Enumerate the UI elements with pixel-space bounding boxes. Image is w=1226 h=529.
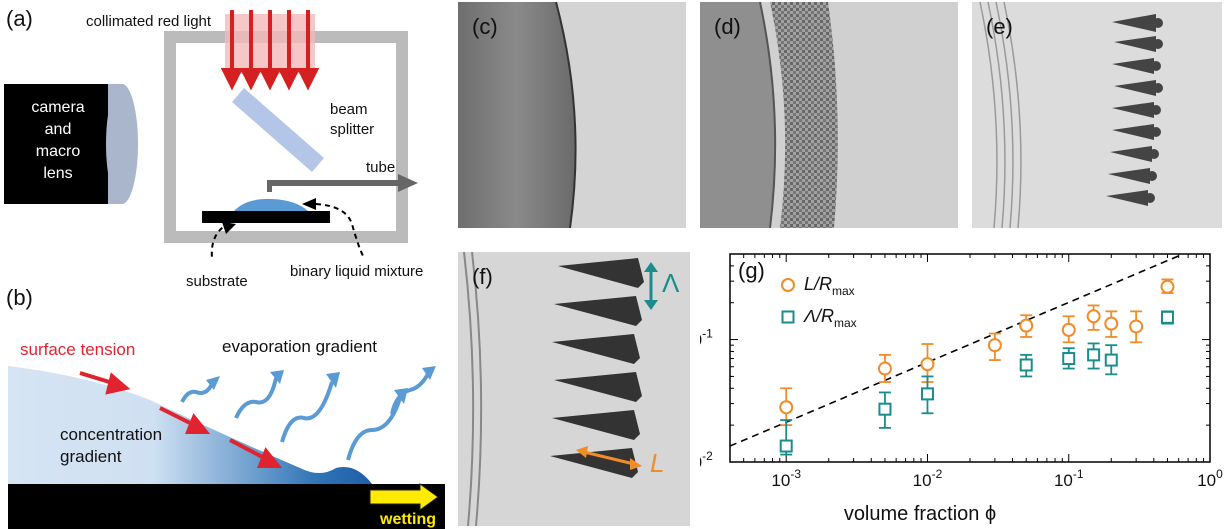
wetting-label: wetting — [379, 511, 436, 528]
data-point-L — [1129, 319, 1144, 334]
data-point-lambda — [1062, 352, 1076, 366]
camera-body — [4, 84, 112, 204]
mixture-label: binary liquid mixture — [290, 263, 423, 280]
beam-splitter — [232, 88, 324, 172]
camera-label-1: camera — [31, 99, 84, 116]
camera-label-2: and — [45, 121, 72, 138]
plot-frame — [729, 253, 1211, 463]
surface-tension-label: surface tension — [20, 340, 135, 359]
data-point-L — [920, 357, 935, 372]
tube — [270, 180, 398, 186]
splitter-label-1: beam — [330, 101, 368, 118]
y-tick-label: 10-2 — [700, 449, 713, 472]
data-point-L — [1019, 318, 1034, 333]
x-tick-label: 100 — [1197, 467, 1223, 490]
data-point-L — [1104, 316, 1119, 331]
camera-label-4: lens — [43, 165, 72, 182]
data-point-lambda — [1104, 353, 1118, 367]
concentration-label-2: gradient — [60, 447, 122, 466]
substrate — [202, 211, 330, 223]
micrograph-d — [700, 2, 958, 228]
data-point-lambda — [1087, 348, 1101, 362]
data-point-L — [1086, 309, 1101, 324]
y-tick-label: 10-1 — [700, 327, 713, 350]
panel-label-c: (c) — [472, 14, 498, 39]
wetting-arrow — [369, 483, 439, 511]
finger-dimension-chart: 10-3 10-2 10-1 100 10-2 10-1 volume fraction ϕ… — [700, 253, 1223, 525]
mixture-arrowhead — [302, 198, 316, 210]
legend-marker-L — [781, 278, 795, 292]
legend-label: Λ/Rmax — [803, 306, 857, 330]
splitter-label-2: splitter — [330, 121, 374, 138]
setup-diagram: camera and macro lens collimated red lig… — [4, 10, 423, 290]
x-tick-label: 10-2 — [913, 467, 943, 490]
data-point-L — [877, 361, 892, 376]
data-point-lambda — [1160, 310, 1174, 324]
y-axis-label: finger dimensions — [700, 280, 701, 437]
finger-f-shapes — [550, 258, 644, 478]
data-point-lambda — [1019, 358, 1033, 372]
concentration-label-1: concentration — [60, 425, 162, 444]
x-tick-label: 10-3 — [771, 467, 801, 490]
data-point-L — [1160, 279, 1175, 294]
x-axis-label: volume fraction ϕ — [844, 503, 996, 525]
evaporation-arrowheads — [206, 366, 436, 404]
light-label: collimated red light — [86, 13, 212, 30]
panel-label-e: (e) — [986, 14, 1013, 39]
panel-label-g: (g) — [738, 258, 765, 283]
evaporation-arrows — [180, 372, 430, 461]
micrograph-e — [972, 2, 1222, 228]
panel-label-f: (f) — [472, 264, 493, 289]
x-tick-label: 10-1 — [1054, 467, 1084, 490]
panel-label-a: (a) — [6, 6, 33, 31]
tube-label: tube — [366, 159, 395, 176]
surface-tension-arrows — [79, 371, 283, 468]
finger-tips — [1106, 14, 1163, 206]
data-point-L — [779, 400, 794, 415]
panel-label-d: (d) — [714, 14, 741, 39]
data-point-lambda — [878, 402, 892, 416]
fit-line — [730, 254, 1186, 447]
camera-label-3: macro — [36, 143, 81, 160]
data-point-lambda — [920, 387, 934, 401]
data-point-lambda — [779, 439, 793, 453]
substrate-label: substrate — [186, 273, 248, 290]
micrograph-c — [458, 2, 686, 228]
mechanism-diagram: surface tension evaporation gradient con… — [8, 337, 445, 529]
micrograph-f — [458, 252, 690, 526]
droplet — [234, 198, 308, 211]
evaporation-label: evaporation gradient — [222, 337, 377, 356]
tube-arrow — [398, 174, 418, 192]
L-label: L — [650, 448, 665, 478]
panel-label-b: (b) — [6, 285, 33, 310]
legend-marker-lambda — [781, 310, 795, 324]
data-point-L — [987, 338, 1002, 353]
data-point-L — [1061, 322, 1076, 337]
lambda-label: Λ — [662, 268, 680, 298]
legend-label: L/Rmax — [804, 274, 855, 298]
red-light-arrows — [220, 10, 320, 91]
